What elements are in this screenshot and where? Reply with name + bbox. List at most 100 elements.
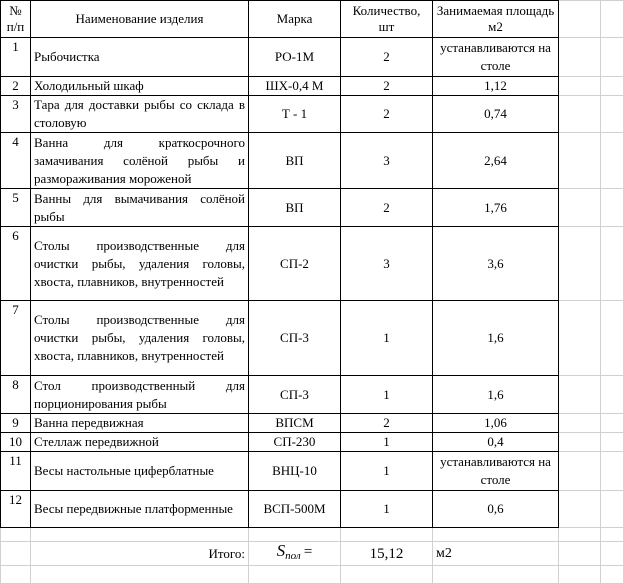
row-number: 12 [1, 491, 31, 528]
item-name: Тара для доставки рыбы со склада в столо… [31, 96, 249, 133]
grid-cell [601, 77, 623, 96]
grid-cell [559, 433, 601, 452]
item-brand: СП-230 [249, 433, 341, 452]
item-brand: СП-2 [249, 227, 341, 301]
total-label: Итого: [31, 542, 249, 566]
header-cell: Количество, шт [341, 1, 433, 38]
header-cell: № п/п [1, 1, 31, 38]
item-name: Весы настольные циферблатные [31, 452, 249, 491]
grid-cell [559, 189, 601, 227]
item-area: 1,06 [433, 414, 559, 433]
grid-cell [559, 376, 601, 414]
grid-cell [249, 566, 341, 584]
grid-cell [1, 528, 31, 542]
grid-cell [559, 542, 601, 566]
grid-cell [601, 542, 623, 566]
grid-cell [601, 189, 623, 227]
grid-cell [559, 491, 601, 528]
grid-cell [559, 452, 601, 491]
item-quantity: 1 [341, 376, 433, 414]
item-name: Весы передвижные платформенные [31, 491, 249, 528]
grid-cell [601, 414, 623, 433]
equals-sign: = [304, 544, 312, 560]
item-brand: Т - 1 [249, 96, 341, 133]
item-name: Стол производственный для порционировани… [31, 376, 249, 414]
item-quantity: 1 [341, 301, 433, 376]
grid-cell [1, 566, 31, 584]
row-number: 5 [1, 189, 31, 227]
item-brand: ВСП-500М [249, 491, 341, 528]
item-area: 1,12 [433, 77, 559, 96]
row-number: 10 [1, 433, 31, 452]
item-name: Холодильный шкаф [31, 77, 249, 96]
item-area: 3,6 [433, 227, 559, 301]
total-unit: м2 [433, 542, 559, 566]
item-quantity: 2 [341, 414, 433, 433]
item-area: 1,6 [433, 301, 559, 376]
grid-cell [601, 1, 623, 38]
grid-cell [559, 301, 601, 376]
grid-cell [601, 452, 623, 491]
total-formula: Sпол = [249, 542, 341, 566]
grid-cell [31, 528, 249, 542]
row-number: 1 [1, 38, 31, 77]
item-brand: ВП [249, 189, 341, 227]
item-brand: ВП [249, 133, 341, 189]
grid-cell [433, 528, 559, 542]
item-brand: ШХ-0,4 М [249, 77, 341, 96]
item-brand: СП-3 [249, 301, 341, 376]
grid-cell [433, 566, 559, 584]
grid-cell [31, 566, 249, 584]
grid-cell [559, 1, 601, 38]
item-area: 0,6 [433, 491, 559, 528]
item-area: 1,76 [433, 189, 559, 227]
row-number: 6 [1, 227, 31, 301]
row-number: 9 [1, 414, 31, 433]
grid-cell [601, 227, 623, 301]
item-area: 0,74 [433, 96, 559, 133]
row-number: 7 [1, 301, 31, 376]
grid-cell [249, 528, 341, 542]
item-brand: РО-1М [249, 38, 341, 77]
item-quantity: 1 [341, 491, 433, 528]
item-quantity: 2 [341, 96, 433, 133]
item-quantity: 2 [341, 77, 433, 96]
grid-cell [341, 528, 433, 542]
area-subscript: пол [285, 550, 301, 562]
item-area: устанавливаются на столе [433, 452, 559, 491]
grid-cell [601, 376, 623, 414]
item-brand: ВПСМ [249, 414, 341, 433]
item-name: Столы производственные для очистки рыбы,… [31, 227, 249, 301]
grid-cell [601, 566, 623, 584]
item-area: устанавливаются на столе [433, 38, 559, 77]
grid-cell [559, 227, 601, 301]
table-row [1, 566, 623, 584]
item-name: Рыбочистка [31, 38, 249, 77]
grid-cell [559, 414, 601, 433]
total-value: 15,12 [341, 542, 433, 566]
item-quantity: 3 [341, 133, 433, 189]
row-number: 4 [1, 133, 31, 189]
grid-cell [601, 96, 623, 133]
grid-cell [1, 542, 31, 566]
grid-cell [559, 96, 601, 133]
item-quantity: 2 [341, 38, 433, 77]
item-quantity: 2 [341, 189, 433, 227]
header-cell: Марка [249, 1, 341, 38]
header-cell: Наименование изделия [31, 1, 249, 38]
item-brand: ВНЦ-10 [249, 452, 341, 491]
item-quantity: 1 [341, 452, 433, 491]
